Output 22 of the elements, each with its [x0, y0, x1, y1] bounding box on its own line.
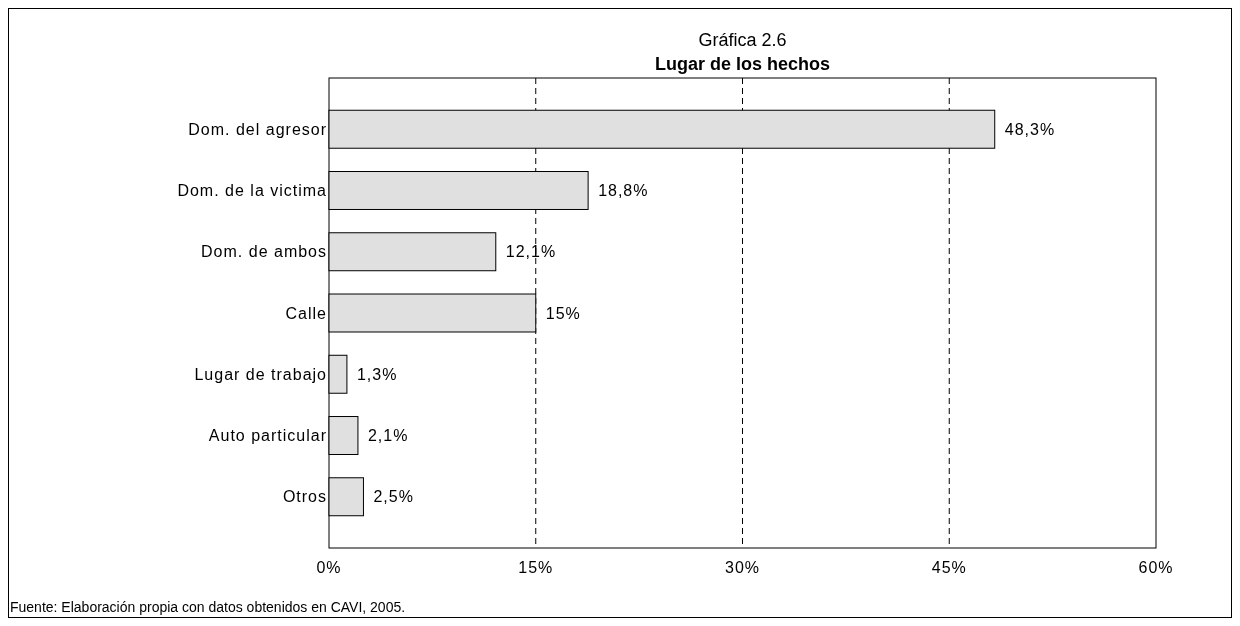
- source-note: Fuente: Elaboración propia con datos obtenidos en CAVI, 2005.: [10, 599, 406, 615]
- x-tick-label: 0%: [316, 559, 342, 576]
- x-tick-label: 60%: [1138, 559, 1174, 576]
- y-tick-label: Dom. del agresor: [188, 120, 327, 138]
- y-tick-label: Calle: [285, 304, 327, 322]
- data-label: 2,5%: [373, 488, 414, 506]
- chart-subtitle: Gráfica 2.6: [698, 30, 787, 50]
- y-tick-label: Dom. de ambos: [201, 243, 327, 261]
- x-tick-label: 30%: [724, 559, 761, 576]
- y-tick-label: Otros: [282, 488, 327, 506]
- data-label: 15%: [545, 304, 581, 322]
- x-tick-label: 15%: [518, 559, 554, 576]
- data-label: 1,3%: [356, 365, 398, 383]
- x-tick-label: 45%: [931, 559, 967, 576]
- y-tick-label: Dom. de la victima: [177, 182, 327, 200]
- y-tick-label: Lugar de trabajo: [194, 365, 327, 383]
- data-label: 12,1%: [505, 243, 557, 261]
- y-tick-label: Auto particular: [208, 427, 327, 445]
- data-label: 2,1%: [367, 427, 409, 445]
- data-label: 48,3%: [1004, 120, 1056, 138]
- data-label: 18,8%: [598, 182, 649, 200]
- chart-title: Lugar de los hechos: [654, 54, 831, 74]
